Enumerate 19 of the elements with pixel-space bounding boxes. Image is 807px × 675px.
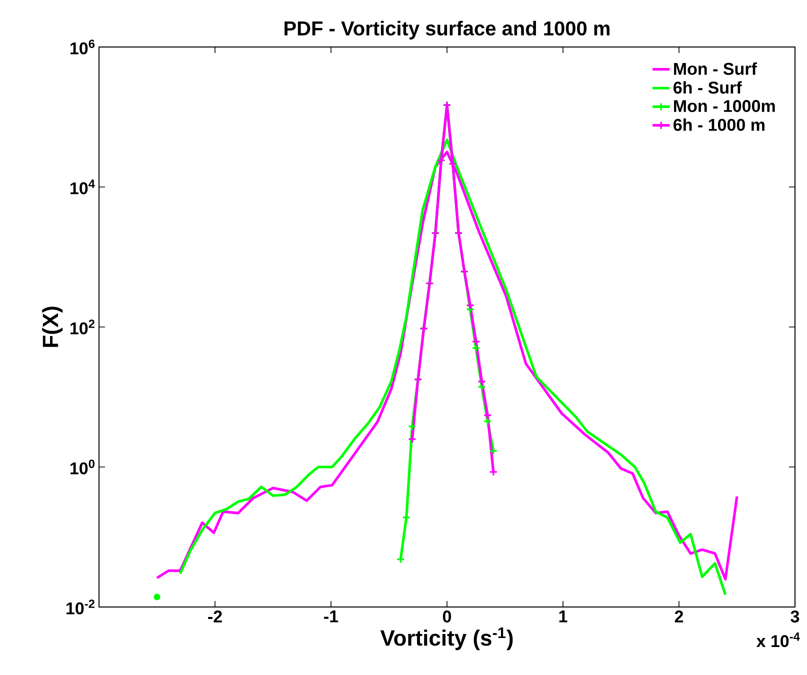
x-tick-label: 0: [442, 610, 452, 623]
text: x 10$^{-4}$: [756, 632, 800, 648]
y-tick-label: 10$^{-2}$: [66, 600, 94, 614]
x-tick-label: 2: [674, 610, 684, 622]
x-tick-label: -2: [208, 610, 222, 622]
chart-title: PDF - Vorticity surface and 1000 m: [284, 20, 610, 40]
x-axis-title: Vorticity (s$^{-1}$): [380, 627, 513, 650]
legend-label: 6h - Surf: [674, 81, 742, 94]
legend-label: Mon - Surf: [674, 62, 757, 75]
y-axis-title: F(X): [42, 306, 63, 347]
x-tick-label: -1: [324, 610, 338, 622]
y-tick-label: 10$^{0}$: [70, 460, 94, 474]
legend-label: 6h - 1000 m: [674, 118, 764, 131]
x-tick-label: 1: [559, 610, 568, 622]
y-tick-label: 10$^{2}$: [70, 320, 95, 334]
legend-label: Mon - 1000m: [674, 100, 775, 112]
x-tick-label: 3: [790, 610, 800, 623]
y-tick-label: 10$^{4}$: [70, 180, 95, 194]
y-tick-label: 10$^{6}$: [70, 40, 95, 54]
